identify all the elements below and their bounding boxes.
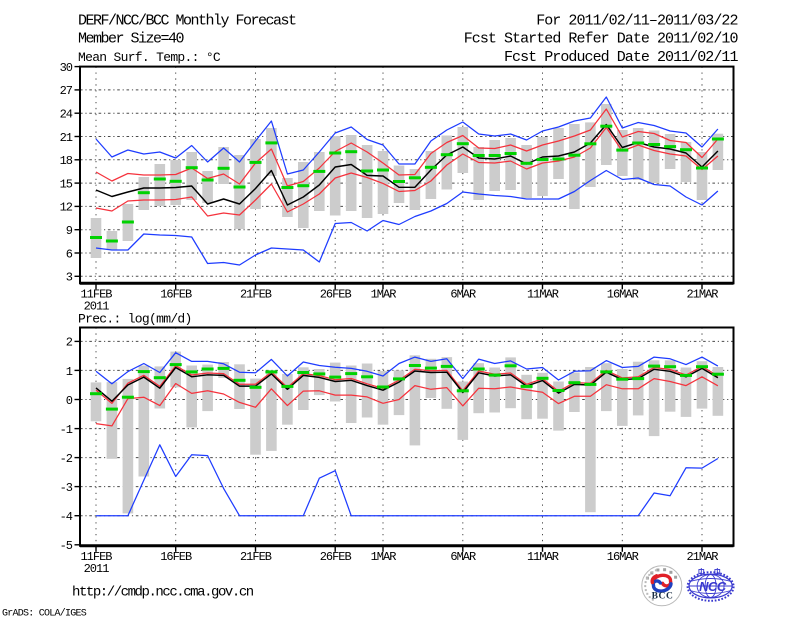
- svg-text:2011: 2011: [84, 300, 110, 314]
- svg-text:Fcst Produced Date 2011/02/11: Fcst Produced Date 2011/02/11: [504, 49, 738, 66]
- svg-text:27: 27: [60, 84, 73, 98]
- svg-text:24: 24: [60, 108, 73, 122]
- svg-text:2011: 2011: [84, 562, 110, 576]
- svg-text:16FEB: 16FEB: [160, 288, 192, 302]
- svg-text:16MAR: 16MAR: [607, 550, 639, 564]
- svg-text:18: 18: [60, 154, 73, 168]
- svg-text:21MAR: 21MAR: [686, 288, 718, 302]
- svg-text:-4: -4: [60, 510, 73, 524]
- svg-text:1: 1: [66, 365, 73, 379]
- svg-text:-1: -1: [60, 423, 73, 437]
- svg-text:For 2011/02/11–2011/03/22: For 2011/02/11–2011/03/22: [536, 13, 737, 30]
- svg-text:16FEB: 16FEB: [160, 550, 192, 564]
- svg-text:3: 3: [66, 271, 73, 285]
- svg-text:Fcst Started Refer Date 2011/0: Fcst Started Refer Date 2011/02/10: [464, 31, 739, 48]
- svg-text:6MAR: 6MAR: [450, 550, 476, 564]
- svg-text:BCC: BCC: [652, 592, 674, 602]
- svg-text:21: 21: [60, 131, 73, 145]
- svg-text:9: 9: [66, 224, 73, 238]
- svg-text:DERF/NCC/BCC Monthly Forecast: DERF/NCC/BCC Monthly Forecast: [78, 13, 296, 30]
- svg-text:6: 6: [66, 247, 73, 261]
- svg-text:NCC: NCC: [699, 579, 727, 594]
- svg-text:Member Size=40: Member Size=40: [78, 31, 185, 48]
- svg-text:30: 30: [60, 61, 73, 75]
- svg-text:11MAR: 11MAR: [527, 288, 559, 302]
- svg-text:0: 0: [66, 394, 73, 408]
- svg-text:15: 15: [60, 177, 73, 191]
- svg-text:21MAR: 21MAR: [686, 550, 718, 564]
- svg-text:-2: -2: [60, 452, 73, 466]
- svg-text:GrADS: COLA/IGES: GrADS: COLA/IGES: [2, 608, 87, 618]
- svg-text:11FEB: 11FEB: [80, 550, 112, 564]
- svg-text:-3: -3: [60, 481, 73, 495]
- svg-text:16MAR: 16MAR: [607, 288, 639, 302]
- svg-text:26FEB: 26FEB: [320, 550, 352, 564]
- svg-text:1MAR: 1MAR: [371, 288, 397, 302]
- svg-text:12: 12: [60, 201, 73, 215]
- svg-text:http://cmdp.ncc.cma.gov.cn: http://cmdp.ncc.cma.gov.cn: [72, 585, 254, 601]
- svg-text:Prec.: log(mm/d): Prec.: log(mm/d): [78, 312, 192, 327]
- svg-text:11MAR: 11MAR: [527, 550, 559, 564]
- svg-text:Mean Surf. Temp.: °C: Mean Surf. Temp.: °C: [78, 50, 221, 65]
- svg-text:11FEB: 11FEB: [80, 288, 112, 302]
- svg-text:-5: -5: [60, 539, 73, 553]
- svg-text:21FEB: 21FEB: [240, 550, 272, 564]
- svg-text:1MAR: 1MAR: [371, 550, 397, 564]
- svg-text:2: 2: [66, 336, 73, 350]
- svg-text:21FEB: 21FEB: [240, 288, 272, 302]
- svg-text:6MAR: 6MAR: [450, 288, 476, 302]
- svg-text:26FEB: 26FEB: [320, 288, 352, 302]
